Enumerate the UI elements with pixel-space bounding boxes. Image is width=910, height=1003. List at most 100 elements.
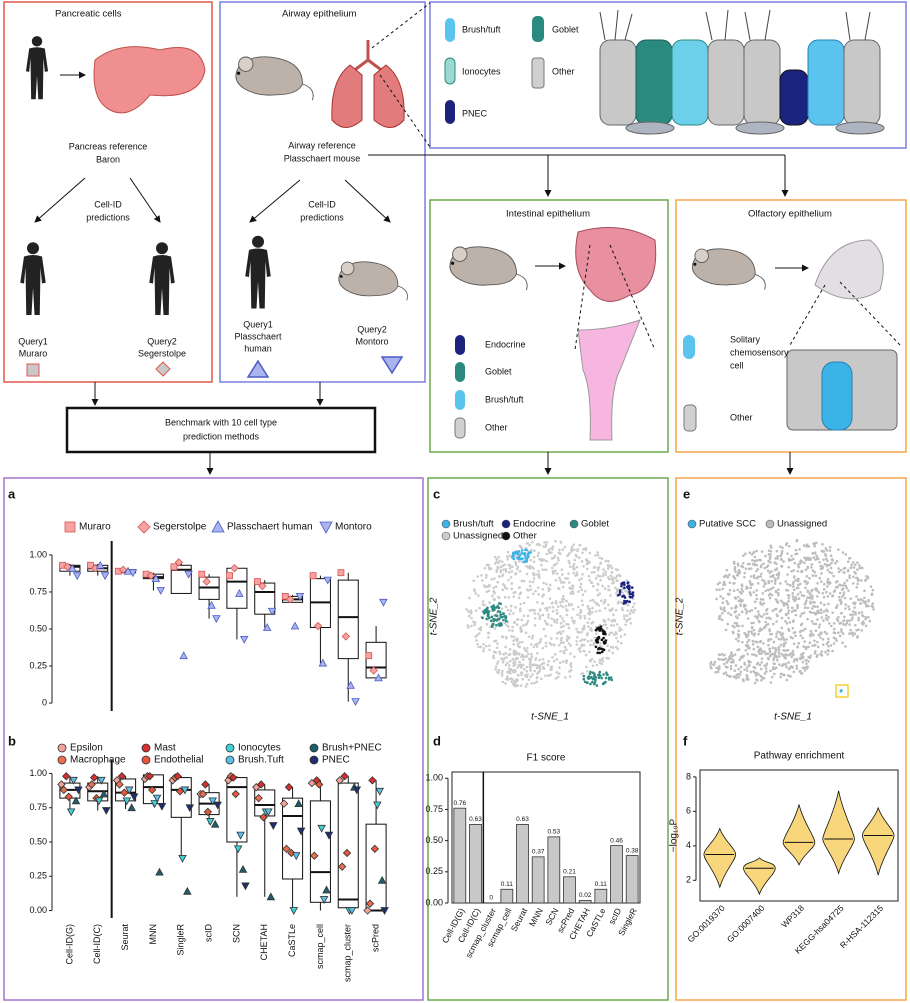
tsne-point bbox=[815, 595, 819, 598]
tsne-point bbox=[615, 574, 619, 578]
point bbox=[206, 818, 215, 826]
tsne-point bbox=[855, 576, 858, 580]
tsne-point bbox=[567, 559, 571, 563]
tsne-point bbox=[529, 675, 533, 678]
tsne-point bbox=[561, 585, 565, 589]
point bbox=[180, 786, 190, 795]
tsne-point bbox=[612, 624, 616, 627]
tsne-point bbox=[750, 583, 753, 586]
tsne-point bbox=[840, 630, 843, 633]
tsne-point bbox=[844, 607, 847, 610]
tsne-point bbox=[568, 565, 572, 569]
tsne-point bbox=[826, 559, 829, 563]
tsne-point bbox=[595, 663, 599, 667]
tsne-point bbox=[628, 590, 631, 594]
tsne-point bbox=[559, 638, 563, 642]
value-label: 0.11 bbox=[595, 881, 608, 888]
tsne-point bbox=[748, 579, 752, 583]
tsne-point bbox=[498, 617, 501, 620]
tsne-point bbox=[537, 572, 541, 576]
tsne-point bbox=[871, 588, 875, 592]
tsne-point bbox=[565, 659, 569, 662]
tsne-point bbox=[535, 645, 539, 648]
tsne-point bbox=[765, 670, 768, 673]
tsne-point bbox=[792, 580, 795, 584]
tsne-point bbox=[504, 677, 508, 681]
tsne-point bbox=[608, 631, 612, 635]
text: Plasschaert mouse bbox=[284, 153, 361, 163]
tsne-point bbox=[562, 597, 566, 601]
tsne-point bbox=[572, 543, 575, 546]
tsne-point bbox=[515, 623, 519, 626]
tsne-point bbox=[815, 655, 819, 659]
tsne-point bbox=[500, 671, 504, 675]
tsne-point bbox=[506, 608, 510, 612]
tsne-point bbox=[567, 626, 571, 630]
tsne-point bbox=[518, 641, 521, 644]
section-title: Airway epithelium bbox=[282, 9, 357, 20]
tsne-point bbox=[739, 670, 743, 674]
tsne-point bbox=[522, 560, 526, 564]
tsne-point bbox=[831, 649, 834, 653]
tsne-point bbox=[540, 662, 544, 666]
tsne-point bbox=[767, 638, 770, 641]
x-tick-label: scmap_cluster bbox=[343, 924, 353, 982]
tsne-point bbox=[853, 623, 857, 627]
tsne-point bbox=[787, 611, 790, 615]
tsne-point bbox=[591, 680, 594, 684]
tsne-point bbox=[760, 678, 763, 682]
tsne-point bbox=[769, 544, 773, 547]
tsne-point bbox=[810, 566, 813, 569]
tsne-point bbox=[784, 580, 788, 583]
tsne-point bbox=[849, 628, 852, 632]
tsne-point bbox=[544, 568, 548, 572]
tsne-point bbox=[771, 646, 775, 650]
tsne-point bbox=[565, 639, 569, 643]
mouse-icon bbox=[338, 261, 408, 301]
tsne-point bbox=[837, 567, 840, 570]
legend-label: Segerstolpe bbox=[153, 522, 207, 533]
tsne-point bbox=[508, 648, 512, 651]
tsne-point bbox=[510, 587, 514, 591]
tsne-point bbox=[547, 613, 550, 616]
tsne-point bbox=[625, 614, 629, 618]
tsne-point bbox=[775, 600, 779, 603]
tsne-point bbox=[495, 606, 498, 609]
tsne-point bbox=[787, 616, 790, 620]
tsne-point bbox=[742, 679, 745, 683]
point bbox=[373, 801, 382, 810]
tsne-point bbox=[604, 641, 607, 645]
tsne-point bbox=[807, 558, 810, 561]
tsne-point bbox=[587, 574, 591, 578]
tsne-point bbox=[837, 548, 840, 551]
tsne-point bbox=[472, 620, 475, 624]
tsne-point bbox=[596, 553, 600, 557]
tsne-point bbox=[857, 611, 861, 615]
tsne-point bbox=[493, 562, 497, 565]
tsne-point bbox=[497, 622, 501, 626]
tsne-point bbox=[614, 608, 618, 612]
tsne-point bbox=[606, 644, 609, 648]
point bbox=[267, 607, 277, 616]
tsne-point bbox=[728, 588, 732, 592]
tsne-point bbox=[488, 601, 491, 604]
tsne-point bbox=[543, 619, 547, 623]
tsne-point bbox=[555, 671, 559, 674]
tsne-point bbox=[811, 594, 814, 598]
tsne-point bbox=[587, 607, 590, 610]
tsne-point bbox=[479, 645, 483, 649]
cell-icon bbox=[455, 335, 465, 355]
tsne-point bbox=[497, 574, 501, 578]
tsne-point bbox=[536, 554, 540, 557]
legend-marker bbox=[765, 519, 775, 529]
tsne-point bbox=[775, 613, 779, 616]
point bbox=[287, 848, 296, 858]
y-tick-label: 0.00 bbox=[425, 897, 443, 907]
tsne-point bbox=[596, 593, 600, 597]
tsne-point bbox=[800, 570, 804, 574]
tsne-point bbox=[487, 616, 491, 619]
trachea bbox=[351, 40, 385, 74]
text: Airway reference bbox=[288, 140, 356, 150]
tsne-point bbox=[581, 672, 585, 675]
tsne-point bbox=[764, 620, 767, 624]
